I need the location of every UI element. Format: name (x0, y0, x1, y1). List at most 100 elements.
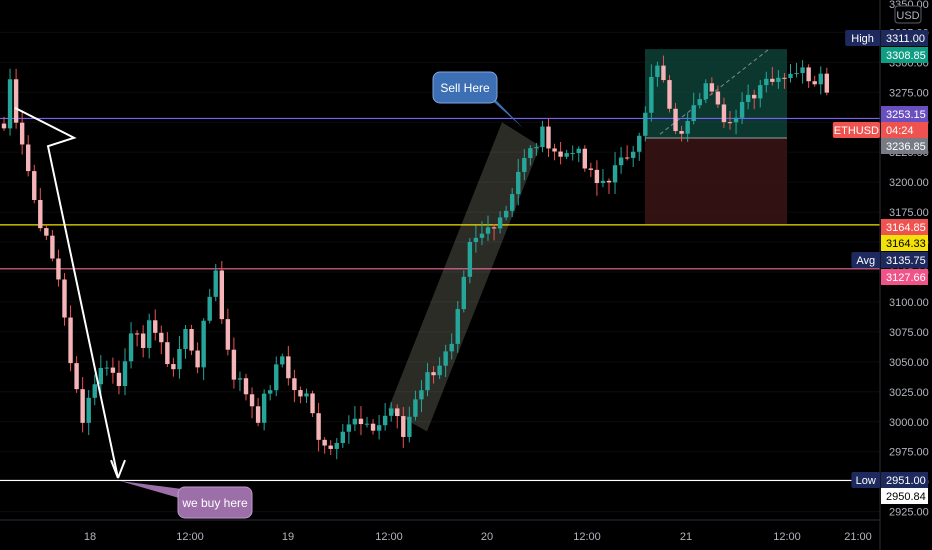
candle-body (292, 378, 297, 391)
candle-body (570, 153, 575, 155)
candle-body (540, 126, 545, 148)
candle-body (631, 151, 636, 158)
candle-body (376, 425, 382, 431)
price-tick-label: 2925.00 (889, 507, 929, 519)
candle-body (503, 210, 509, 218)
candle-body (56, 258, 61, 280)
price-tag-bg (881, 106, 928, 122)
candle-body (171, 364, 176, 370)
candle-body (473, 237, 479, 242)
candle-body (685, 120, 690, 134)
candle-body (612, 165, 618, 183)
candle-body (261, 393, 267, 423)
candle-body (752, 94, 757, 99)
candle-body (691, 105, 696, 121)
currency-badge (894, 5, 922, 24)
price-tag-value: 3135.75 (886, 255, 926, 267)
arrow-head (117, 459, 126, 479)
callout-sell-box (432, 71, 498, 104)
candle-body (128, 333, 134, 362)
candle-body (86, 397, 91, 423)
arrow-head (110, 459, 119, 479)
candle-body (147, 320, 152, 348)
candle-body (370, 423, 376, 431)
candle-body (788, 73, 793, 78)
candle-body (776, 77, 781, 82)
price-tag-bg (881, 488, 928, 504)
price-tag-bg (881, 138, 928, 154)
candle-body (38, 199, 43, 229)
candle-body (322, 439, 327, 446)
candle-body (44, 228, 49, 236)
price-tag-label: High (851, 33, 874, 45)
currency-label: USD (896, 10, 919, 22)
candle-body (316, 413, 321, 440)
candle-body (606, 180, 612, 183)
candle-body (413, 399, 418, 417)
candle-body (649, 76, 654, 113)
price-tag-label-bg (832, 122, 880, 138)
price-tick-label: 2975.00 (889, 447, 929, 459)
arrow-drawing (14, 106, 126, 479)
callout-buy-box (177, 486, 253, 519)
candle-body (758, 85, 763, 99)
candle-body (231, 349, 237, 380)
candle-body (552, 148, 557, 152)
candle-body (516, 171, 521, 195)
time-tick-label: 12:00 (375, 531, 403, 543)
candle-body (437, 365, 442, 376)
candle-body (419, 390, 424, 400)
candle-body (268, 390, 273, 394)
time-tick-label: 19 (282, 531, 294, 543)
candle-body (794, 73, 799, 75)
target-dashed-line (659, 48, 770, 135)
price-tag-label-bg (845, 30, 880, 46)
candle-body (497, 217, 503, 229)
price-tag-label-bg (851, 472, 880, 488)
candle-body (13, 79, 19, 123)
candle-body (346, 424, 352, 432)
time-tick-label: 12:00 (573, 531, 601, 543)
candle-body (340, 431, 345, 444)
candle-body (26, 144, 31, 172)
candle-body (800, 67, 805, 74)
candle-body (364, 423, 370, 425)
candles (1, 55, 829, 460)
candle-body (824, 73, 829, 93)
time-tick-label: 12:00 (176, 531, 204, 543)
candle-body (116, 372, 122, 387)
candle-body (703, 83, 708, 100)
candle-body (255, 406, 261, 423)
candle-body (334, 443, 339, 449)
candle-body (709, 83, 715, 92)
candle-body (249, 394, 255, 407)
candle-body (721, 104, 727, 123)
candle-body (201, 320, 206, 368)
candle-body (358, 418, 364, 425)
price-tick-label: 3100.00 (889, 297, 929, 309)
candle-body (655, 65, 660, 77)
candle-body (183, 329, 188, 350)
price-tick-label: 3200.00 (889, 177, 929, 189)
price-tick-label: 3275.00 (889, 87, 929, 99)
candle-body (219, 270, 224, 320)
candle-body (62, 279, 67, 318)
grid (0, 31, 880, 513)
candle-body (50, 235, 55, 259)
candle-body (643, 112, 648, 136)
candle-body (510, 194, 515, 211)
candle-body (19, 122, 25, 145)
arrow-path (14, 106, 119, 479)
candle-body (298, 390, 303, 397)
candle-body (80, 389, 85, 423)
candle-body (673, 108, 678, 132)
candle-body (582, 148, 587, 169)
time-axis[interactable]: 18 12:00 19 12:00 20 12:00 21 12:00 21:00 (0, 519, 880, 543)
candle-body (92, 384, 97, 398)
time-tick-label: 12:00 (773, 531, 801, 543)
candle-body (389, 408, 394, 416)
price-tag-value: 3253.15 (886, 109, 926, 121)
candle-body (818, 73, 823, 85)
candle-body (661, 65, 666, 81)
